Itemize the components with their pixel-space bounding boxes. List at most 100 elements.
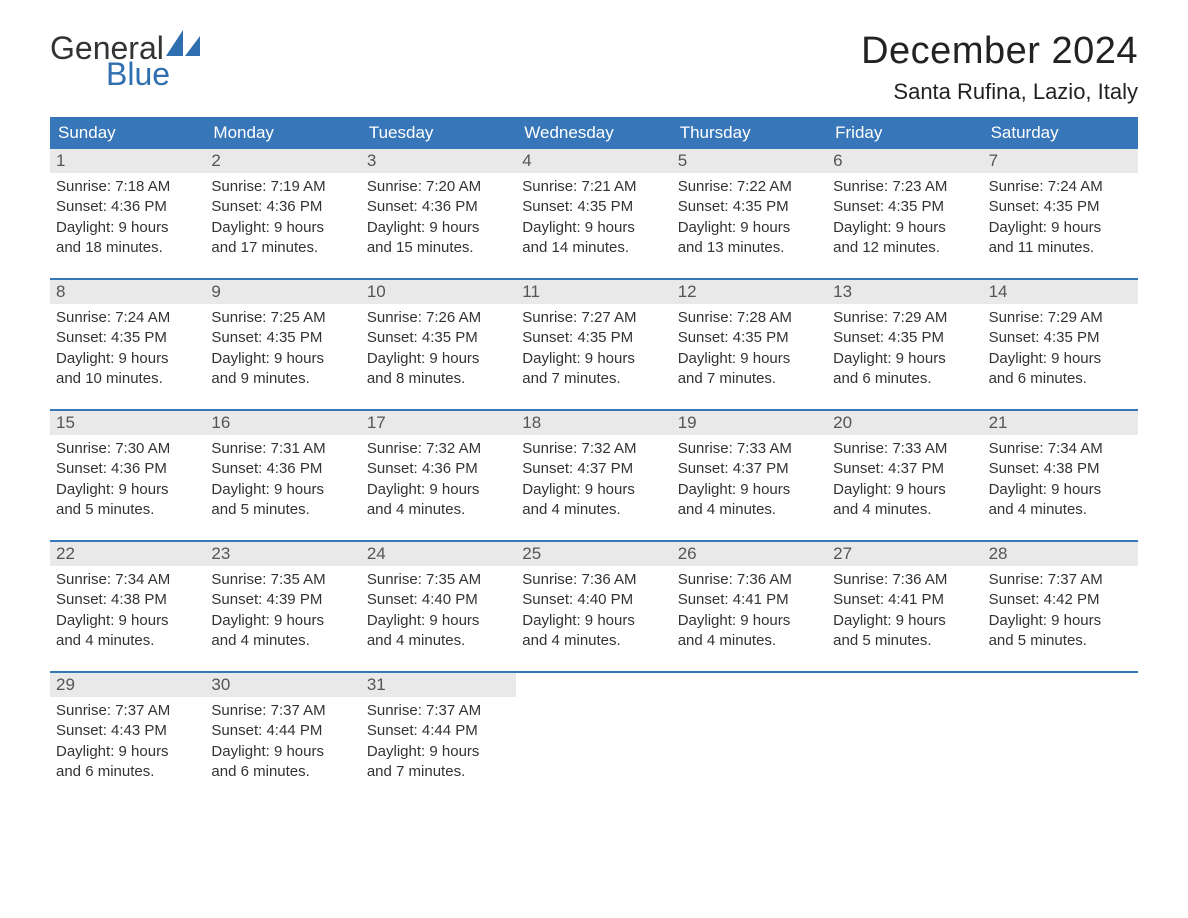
day-body: Sunrise: 7:30 AMSunset: 4:36 PMDaylight:…: [50, 435, 205, 526]
day-sunset: Sunset: 4:35 PM: [522, 328, 665, 348]
day-dl2: and 12 minutes.: [833, 238, 976, 258]
day-body: Sunrise: 7:37 AMSunset: 4:43 PMDaylight:…: [50, 697, 205, 788]
day-dl1: Daylight: 9 hours: [522, 349, 665, 369]
day-dl1: Daylight: 9 hours: [678, 611, 821, 631]
day-number: 16: [205, 411, 360, 435]
day-sunrise: Sunrise: 7:29 AM: [833, 308, 976, 328]
day-dl2: and 15 minutes.: [367, 238, 510, 258]
day-cell: 29Sunrise: 7:37 AMSunset: 4:43 PMDayligh…: [50, 673, 205, 788]
brand-word2: Blue: [106, 58, 200, 90]
day-number: 25: [516, 542, 671, 566]
day-sunset: Sunset: 4:43 PM: [56, 721, 199, 741]
day-sunrise: Sunrise: 7:37 AM: [56, 701, 199, 721]
day-dl2: and 4 minutes.: [522, 500, 665, 520]
day-number: 27: [827, 542, 982, 566]
day-number: 22: [50, 542, 205, 566]
day-body: Sunrise: 7:23 AMSunset: 4:35 PMDaylight:…: [827, 173, 982, 264]
day-sunrise: Sunrise: 7:19 AM: [211, 177, 354, 197]
day-cell: 22Sunrise: 7:34 AMSunset: 4:38 PMDayligh…: [50, 542, 205, 657]
day-body: Sunrise: 7:26 AMSunset: 4:35 PMDaylight:…: [361, 304, 516, 395]
day-cell: 6Sunrise: 7:23 AMSunset: 4:35 PMDaylight…: [827, 149, 982, 264]
day-number: 29: [50, 673, 205, 697]
day-dl2: and 10 minutes.: [56, 369, 199, 389]
day-cell: 15Sunrise: 7:30 AMSunset: 4:36 PMDayligh…: [50, 411, 205, 526]
day-sunset: Sunset: 4:35 PM: [989, 328, 1132, 348]
day-body: Sunrise: 7:37 AMSunset: 4:44 PMDaylight:…: [205, 697, 360, 788]
day-dl2: and 4 minutes.: [211, 631, 354, 651]
day-cell: 25Sunrise: 7:36 AMSunset: 4:40 PMDayligh…: [516, 542, 671, 657]
day-body: Sunrise: 7:19 AMSunset: 4:36 PMDaylight:…: [205, 173, 360, 264]
day-body: Sunrise: 7:37 AMSunset: 4:44 PMDaylight:…: [361, 697, 516, 788]
day-body: Sunrise: 7:24 AMSunset: 4:35 PMDaylight:…: [983, 173, 1138, 264]
day-sunrise: Sunrise: 7:23 AM: [833, 177, 976, 197]
day-dl2: and 4 minutes.: [56, 631, 199, 651]
week-row: 15Sunrise: 7:30 AMSunset: 4:36 PMDayligh…: [50, 409, 1138, 526]
dow-cell: Wednesday: [516, 117, 671, 149]
day-sunrise: Sunrise: 7:32 AM: [367, 439, 510, 459]
day-dl1: Daylight: 9 hours: [678, 349, 821, 369]
day-number: 3: [361, 149, 516, 173]
day-sunset: Sunset: 4:38 PM: [56, 590, 199, 610]
day-cell: 31Sunrise: 7:37 AMSunset: 4:44 PMDayligh…: [361, 673, 516, 788]
day-sunrise: Sunrise: 7:37 AM: [211, 701, 354, 721]
week-row: 8Sunrise: 7:24 AMSunset: 4:35 PMDaylight…: [50, 278, 1138, 395]
day-number: 14: [983, 280, 1138, 304]
day-body: Sunrise: 7:27 AMSunset: 4:35 PMDaylight:…: [516, 304, 671, 395]
day-cell: 9Sunrise: 7:25 AMSunset: 4:35 PMDaylight…: [205, 280, 360, 395]
day-sunrise: Sunrise: 7:36 AM: [522, 570, 665, 590]
day-number: 20: [827, 411, 982, 435]
day-cell: 14Sunrise: 7:29 AMSunset: 4:35 PMDayligh…: [983, 280, 1138, 395]
day-dl1: Daylight: 9 hours: [989, 480, 1132, 500]
day-number: 17: [361, 411, 516, 435]
dow-cell: Monday: [205, 117, 360, 149]
day-body: Sunrise: 7:18 AMSunset: 4:36 PMDaylight:…: [50, 173, 205, 264]
day-sunset: Sunset: 4:42 PM: [989, 590, 1132, 610]
day-dl1: Daylight: 9 hours: [211, 349, 354, 369]
day-body: Sunrise: 7:28 AMSunset: 4:35 PMDaylight:…: [672, 304, 827, 395]
day-dl2: and 6 minutes.: [833, 369, 976, 389]
day-number: 2: [205, 149, 360, 173]
day-dl1: Daylight: 9 hours: [211, 611, 354, 631]
day-body: Sunrise: 7:24 AMSunset: 4:35 PMDaylight:…: [50, 304, 205, 395]
day-sunset: Sunset: 4:36 PM: [211, 197, 354, 217]
day-number: 18: [516, 411, 671, 435]
day-cell: 19Sunrise: 7:33 AMSunset: 4:37 PMDayligh…: [672, 411, 827, 526]
day-number: 26: [672, 542, 827, 566]
day-dl2: and 14 minutes.: [522, 238, 665, 258]
day-sunset: Sunset: 4:35 PM: [678, 328, 821, 348]
day-sunset: Sunset: 4:35 PM: [56, 328, 199, 348]
day-cell: 20Sunrise: 7:33 AMSunset: 4:37 PMDayligh…: [827, 411, 982, 526]
day-sunrise: Sunrise: 7:36 AM: [833, 570, 976, 590]
day-dl2: and 6 minutes.: [989, 369, 1132, 389]
day-sunrise: Sunrise: 7:20 AM: [367, 177, 510, 197]
day-dl2: and 4 minutes.: [989, 500, 1132, 520]
day-sunset: Sunset: 4:40 PM: [522, 590, 665, 610]
day-dl1: Daylight: 9 hours: [56, 218, 199, 238]
day-cell: 27Sunrise: 7:36 AMSunset: 4:41 PMDayligh…: [827, 542, 982, 657]
day-sunset: Sunset: 4:35 PM: [833, 197, 976, 217]
day-number: 4: [516, 149, 671, 173]
day-dl1: Daylight: 9 hours: [522, 480, 665, 500]
day-dl2: and 5 minutes.: [989, 631, 1132, 651]
day-cell: 17Sunrise: 7:32 AMSunset: 4:36 PMDayligh…: [361, 411, 516, 526]
day-sunrise: Sunrise: 7:37 AM: [367, 701, 510, 721]
day-dl1: Daylight: 9 hours: [211, 480, 354, 500]
day-sunset: Sunset: 4:35 PM: [989, 197, 1132, 217]
day-cell: 30Sunrise: 7:37 AMSunset: 4:44 PMDayligh…: [205, 673, 360, 788]
dow-cell: Saturday: [983, 117, 1138, 149]
day-sunrise: Sunrise: 7:22 AM: [678, 177, 821, 197]
day-sunset: Sunset: 4:44 PM: [211, 721, 354, 741]
day-sunrise: Sunrise: 7:18 AM: [56, 177, 199, 197]
day-dl1: Daylight: 9 hours: [367, 611, 510, 631]
day-number: 10: [361, 280, 516, 304]
day-body: Sunrise: 7:21 AMSunset: 4:35 PMDaylight:…: [516, 173, 671, 264]
day-dl2: and 13 minutes.: [678, 238, 821, 258]
day-sunrise: Sunrise: 7:31 AM: [211, 439, 354, 459]
day-dl1: Daylight: 9 hours: [56, 742, 199, 762]
day-dl1: Daylight: 9 hours: [833, 611, 976, 631]
day-number: 6: [827, 149, 982, 173]
day-cell: 16Sunrise: 7:31 AMSunset: 4:36 PMDayligh…: [205, 411, 360, 526]
day-body: Sunrise: 7:36 AMSunset: 4:41 PMDaylight:…: [672, 566, 827, 657]
day-body: Sunrise: 7:36 AMSunset: 4:40 PMDaylight:…: [516, 566, 671, 657]
day-dl1: Daylight: 9 hours: [56, 611, 199, 631]
